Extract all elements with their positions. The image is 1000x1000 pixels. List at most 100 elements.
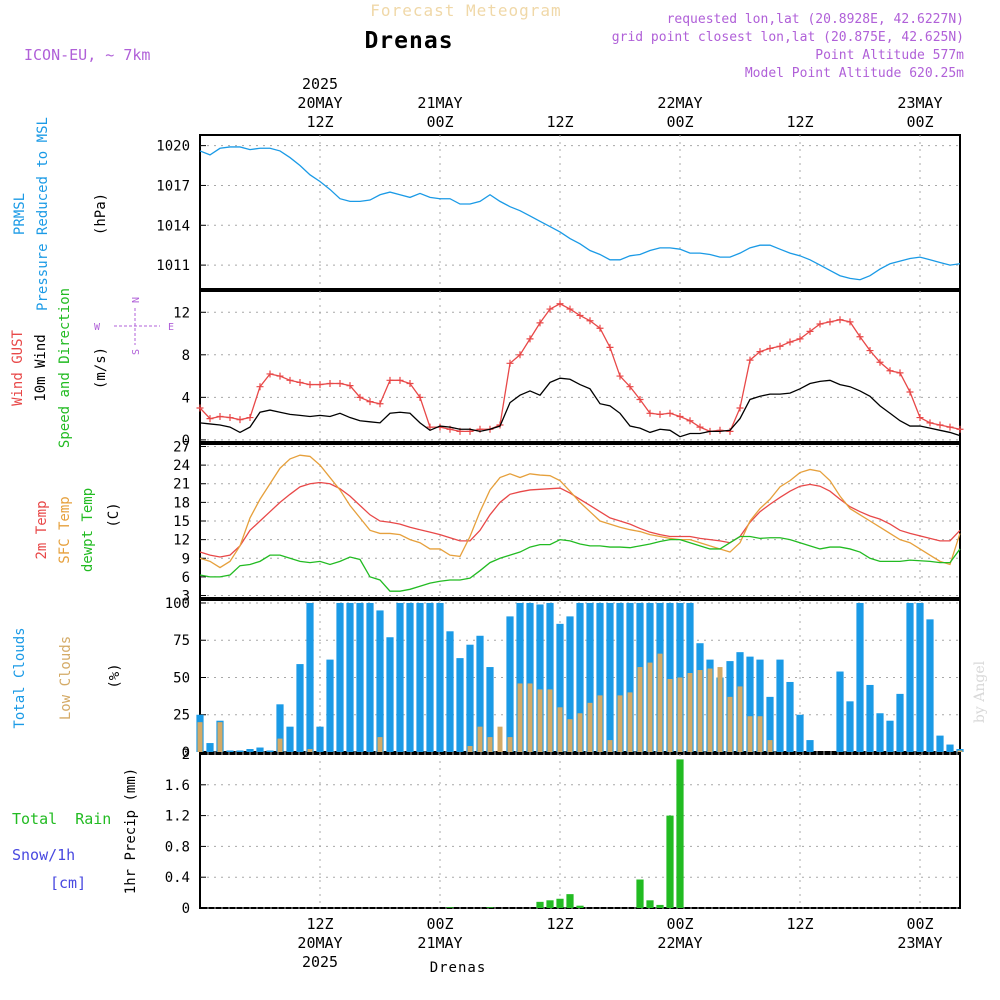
temperature-ytick-label: 24 [173,458,190,474]
clouds-bar-low-clouds [637,667,643,752]
temperature-line-2m-temp [199,481,961,558]
wind-unit: (m/s) [93,347,109,389]
top-time-label: 12Z [306,113,333,131]
clouds-bar-total-clouds [766,696,774,752]
clouds-bar-total-clouds [366,602,374,752]
wind-gust-marker [896,369,904,377]
wind-gust-marker [586,317,594,325]
top-time-label: 22MAY [657,94,702,112]
wind-gust-marker [906,388,914,396]
clouds-bar-total-clouds [926,619,934,752]
cloud-unit: (%) [107,663,123,688]
wind-gust-marker [736,404,744,412]
wind-gust-marker [406,380,414,388]
bottom-time-label: 00Z [426,915,453,933]
wind-label-10m: 10m Wind [33,334,49,401]
wind-gust-marker [866,347,874,355]
top-time-label: 20MAY [297,94,342,112]
clouds-bar-low-clouds [617,695,623,752]
wind-gust-marker [646,409,654,417]
wind-gust-marker [566,305,574,313]
wind-gust-marker [266,370,274,378]
clouds-bar-total-clouds [406,602,414,752]
clouds-bar-total-clouds [386,637,394,752]
clouds-bar-total-clouds [456,658,464,752]
clouds-bar-total-clouds [206,743,214,752]
wind-gust-marker [806,327,814,335]
bottom-location: Drenas [430,960,487,976]
pressure-line-series [199,146,961,281]
cloud-label-total: Total Clouds [12,627,28,728]
panel-clouds: 0 25 50 75 100 [165,596,964,761]
clouds-bar-total-clouds [256,747,264,752]
compass-north: N [131,297,142,303]
clouds-bar-total-clouds [436,602,444,752]
precip-labels: Total Rain Snow/1h [cm] 1hr Precip (mm) [12,768,139,894]
compass-south: S [131,349,142,355]
precip-bar-total-rain [486,907,494,908]
panel-pressure: 1011 1014 1017 1020 [156,134,961,290]
info-model-altitude: Model Point Altitude 620.25m [745,66,964,81]
clouds-bar-total-clouds [476,635,484,752]
wind-label-gust: Wind GUST [10,330,26,406]
clouds-bar-low-clouds [737,686,743,752]
clouds-bar-total-clouds [346,602,354,752]
top-time-label: 00Z [666,113,693,131]
wind-label-speed-dir: Speed and Direction [57,288,73,448]
precip-ytick-label: 0.4 [165,870,190,886]
top-title: Forecast Meteogram [370,1,561,20]
clouds-bar-total-clouds [796,714,804,752]
wind-gust-marker [576,311,584,319]
clouds-bar-total-clouds [746,656,754,752]
bottom-time-label: 22MAY [657,934,702,952]
plot-layer: 1011101410171020048123691215182124270255… [156,134,964,917]
clouds-bar-total-clouds [756,659,764,752]
clouds-bar-total-clouds [266,750,274,752]
clouds-bar-total-clouds [426,602,434,752]
wind-gust-marker [386,376,394,384]
precip-bar-total-rain [636,879,644,908]
clouds-bar-total-clouds [936,735,944,752]
watermark: by Angel [972,660,988,723]
wind-gust-marker [786,338,794,346]
temp-label-sfc: SFC Temp [57,496,73,563]
wind-gust-marker [716,426,724,434]
wind-gust-marker [506,359,514,367]
pressure-ytick-label: 1014 [156,218,190,234]
top-time-label: 12Z [786,113,813,131]
clouds-bar-low-clouds [557,707,563,752]
wind-gust-marker [656,410,664,418]
wind-gust-marker [836,316,844,324]
clouds-bar-total-clouds [876,713,884,752]
panel-temperature: 3 6 9 12 15 18 21 24 27 [173,439,961,605]
clouds-bar-low-clouds [197,722,203,752]
temperature-ytick-label: 15 [173,514,190,530]
clouds-bar-total-clouds [906,602,914,752]
clouds-bar-low-clouds [647,662,653,752]
clouds-bar-low-clouds [467,746,473,752]
bottom-time-label: 12Z [786,915,813,933]
wind-gust-marker [226,414,234,422]
bottom-time-label: 21MAY [417,934,462,952]
clouds-bar-total-clouds [586,602,594,752]
bottom-time-label: 2025 [302,953,338,971]
wind-gust-marker [366,398,374,406]
clouds-bar-total-clouds [806,740,814,752]
info-gridpoint: grid point closest lon,lat (20.875E, 42.… [612,30,964,45]
precip-frame [199,753,961,909]
wind-gust-marker [796,335,804,343]
clouds-bar-low-clouds [757,716,763,752]
clouds-bar-total-clouds [596,602,604,752]
wind-gust-marker [396,376,404,384]
clouds-bar-total-clouds [446,631,454,752]
clouds-bar-low-clouds [587,702,593,752]
wind-ytick-label: 12 [173,305,190,321]
clouds-bar-low-clouds [377,737,383,752]
pressure-unit: (hPa) [93,193,109,235]
clouds-bar-total-clouds [376,610,384,752]
info-requested: requested lon,lat (20.8928E, 42.6227N) [667,12,964,27]
clouds-bar-low-clouds [707,668,713,752]
temperature-ytick-label: 27 [173,439,190,455]
pressure-ytick-label: 1020 [156,139,190,155]
clouds-bar-low-clouds [697,670,703,752]
